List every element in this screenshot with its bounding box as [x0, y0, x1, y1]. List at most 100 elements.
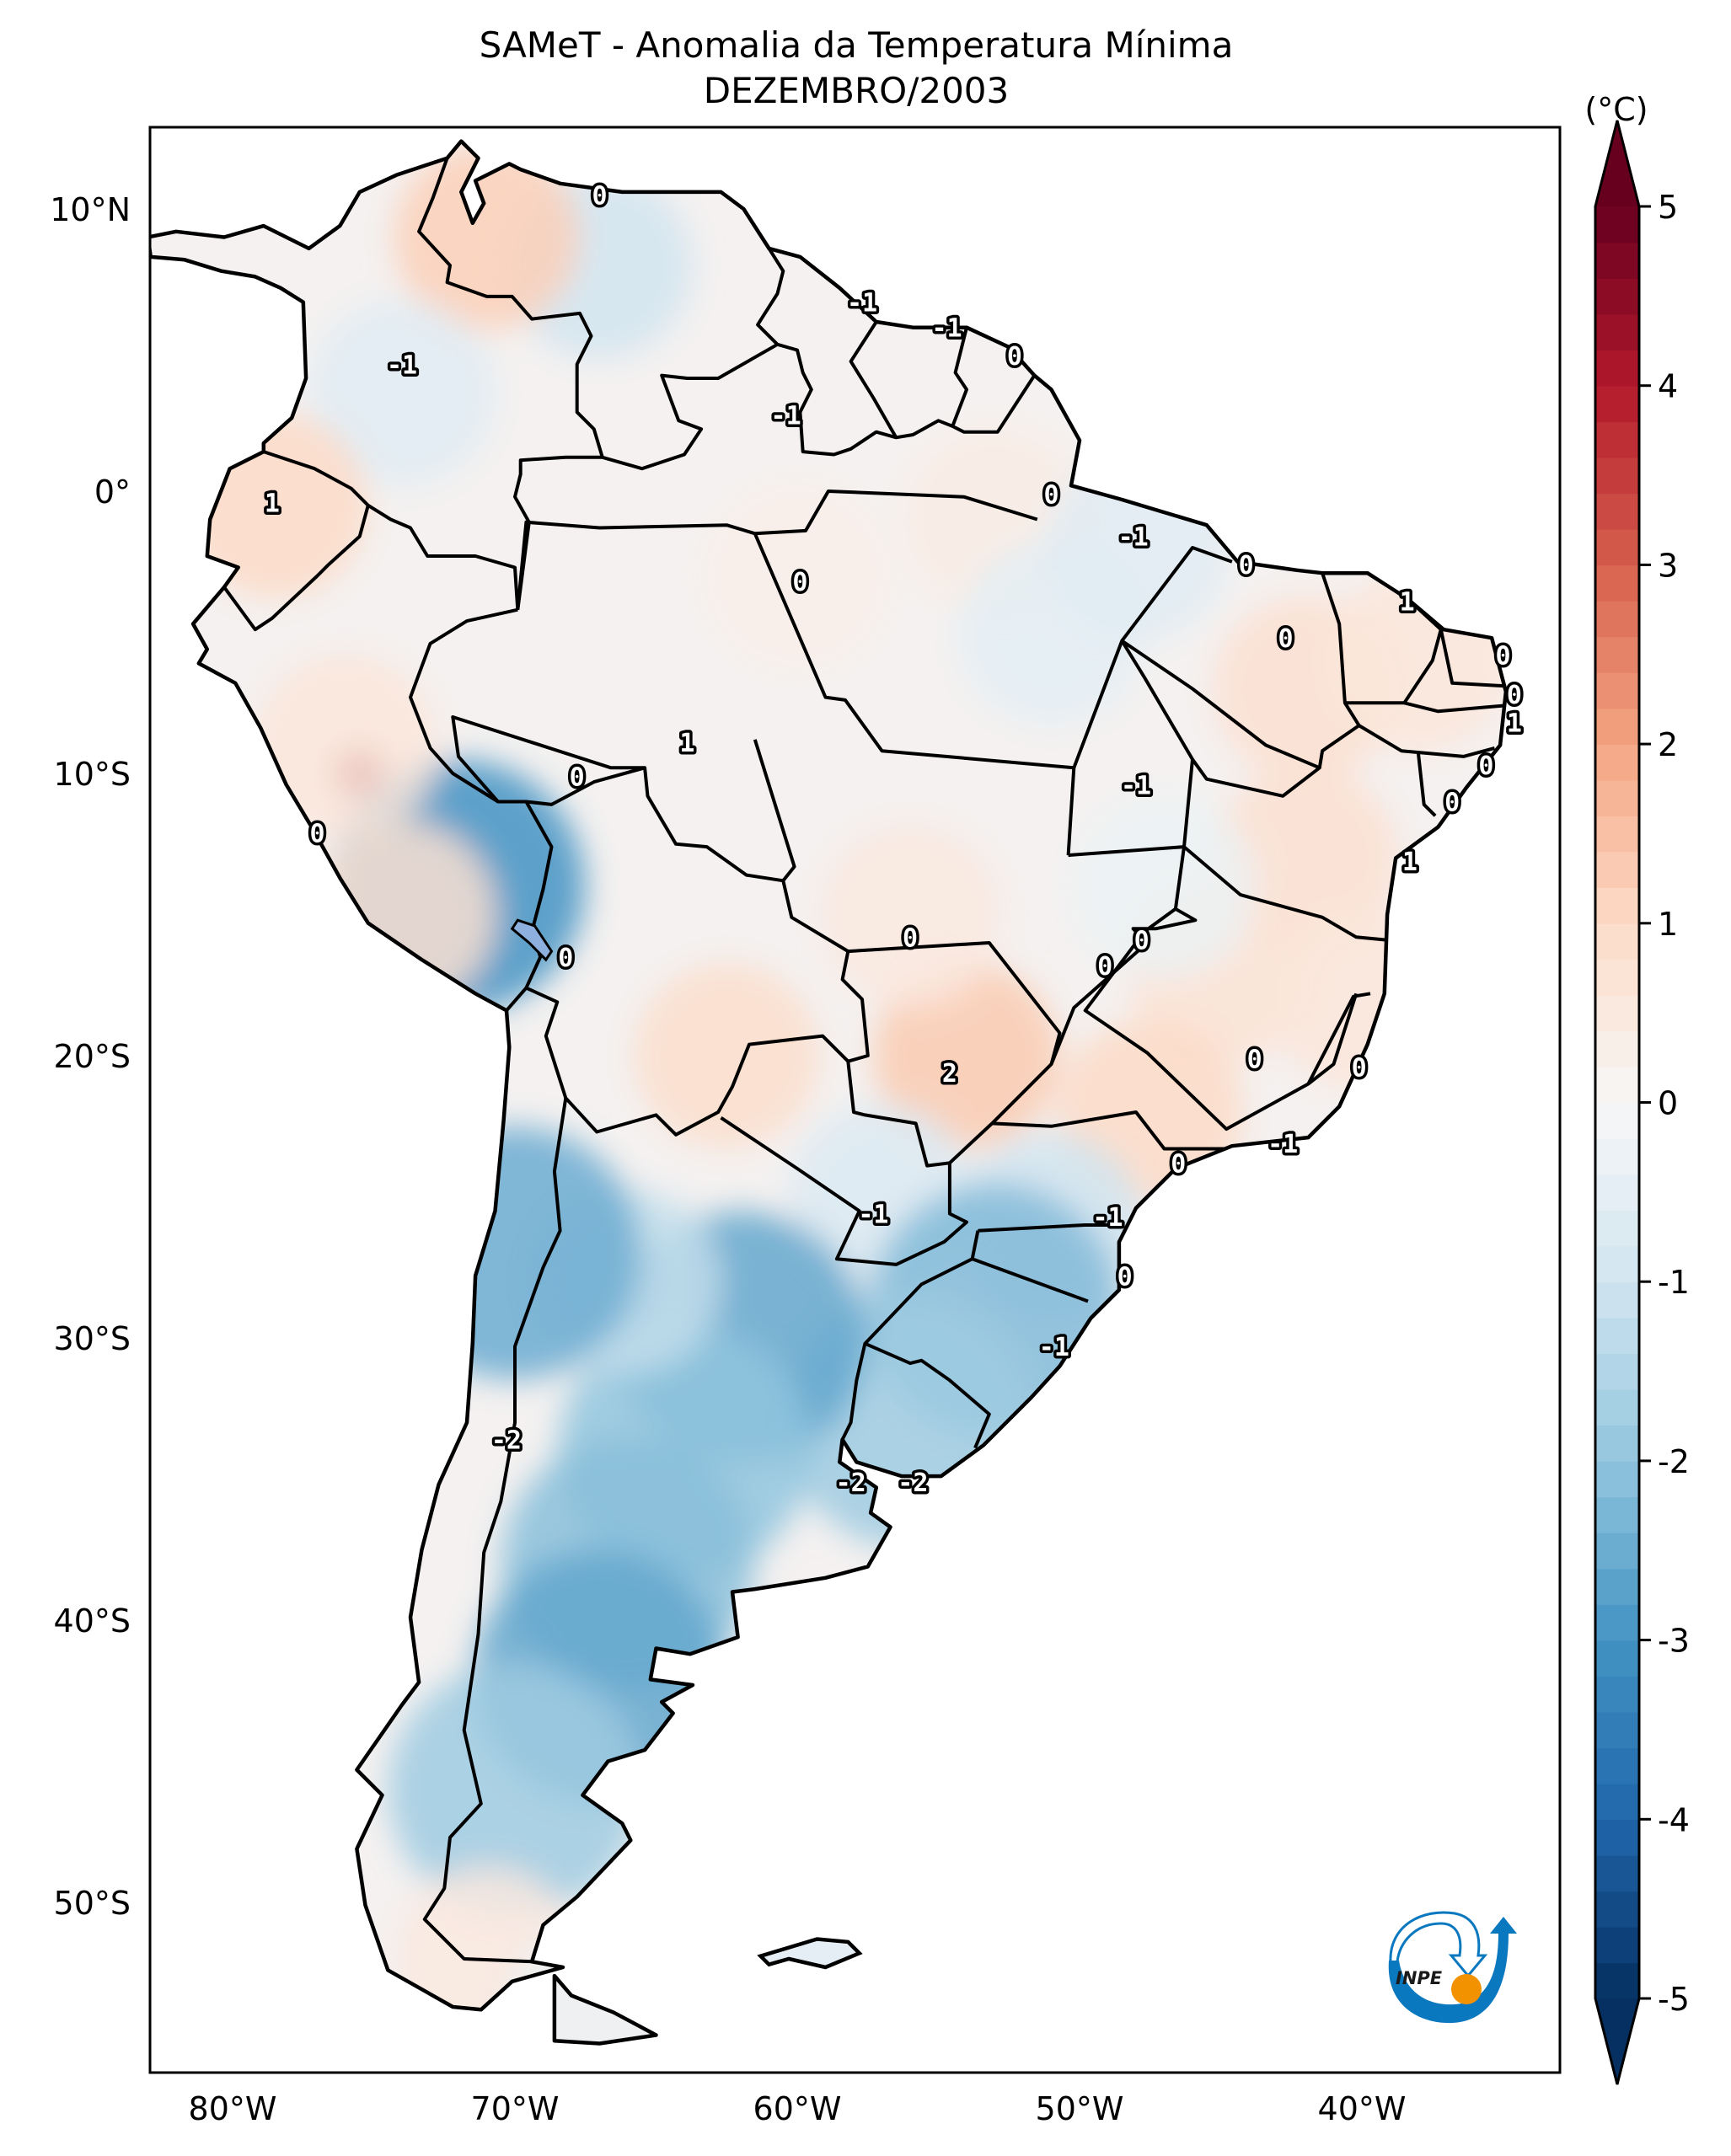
colorbar-tick-label: 5	[1658, 189, 1678, 226]
x-tick-label: 80°W	[189, 2090, 277, 2127]
country-border	[422, 1097, 568, 1964]
contour-label: 0	[1478, 752, 1493, 781]
country-border	[1358, 724, 1496, 758]
contour-label: 0	[1247, 1045, 1262, 1074]
inpe-logo: INPE	[1388, 1911, 1517, 2024]
contour-label: 0	[1171, 1149, 1186, 1179]
country-border	[720, 1061, 968, 1266]
contour-label: 0	[309, 819, 324, 848]
country-border	[848, 941, 1062, 1164]
contour-label: -1	[1118, 523, 1149, 553]
logo-arrow-head	[1490, 1917, 1517, 1934]
colorbar-segment	[1595, 1030, 1639, 1067]
colorbar-segment	[1595, 528, 1639, 566]
colorbar-tick-label: -5	[1658, 1981, 1690, 2018]
colorbar-segment	[1595, 1747, 1639, 1784]
colorbar-segment	[1595, 636, 1639, 673]
contour-label: -1	[1039, 1333, 1069, 1362]
contour-label: -1	[1092, 1203, 1123, 1233]
map-frame	[148, 126, 1562, 2074]
contour-label: 0	[903, 923, 918, 953]
y-tick-label: 40°S	[54, 1602, 131, 1640]
country-border	[1182, 845, 1388, 942]
colorbar-segment	[1595, 959, 1639, 996]
colorbar-segment	[1595, 672, 1639, 709]
country-border	[1068, 639, 1194, 858]
contour-label: 0	[1239, 551, 1254, 580]
colorbar-tick-label: 2	[1658, 726, 1678, 763]
colorbar-segment	[1595, 1174, 1639, 1211]
x-tick-label: 70°W	[471, 2090, 560, 2127]
anomaly-blob	[1071, 794, 1257, 979]
y-tick-label: 50°S	[54, 1885, 131, 1922]
contour-label: -1	[858, 1201, 888, 1230]
logo-swoosh	[1388, 1934, 1509, 2024]
colorbar-segment	[1595, 1676, 1639, 1713]
contour-label: 0	[1444, 789, 1460, 818]
colorbar-segment	[1595, 457, 1639, 495]
country-border	[263, 450, 520, 610]
logo-orbit-arrow	[1389, 1911, 1488, 1978]
colorbar-segment	[1595, 278, 1639, 315]
colorbar-tick-label: 3	[1658, 547, 1678, 584]
colorbar-tick-label: -1	[1658, 1264, 1690, 1301]
logo-text: INPE	[1396, 1968, 1443, 1988]
colorbar-segment	[1595, 1210, 1639, 1247]
contour-label: 0	[1278, 624, 1294, 654]
colorbar-segment	[1595, 744, 1639, 781]
colorbar-segment	[1595, 1711, 1639, 1749]
contour-label: 0	[1134, 927, 1150, 956]
contour-label: 1	[265, 489, 280, 518]
logo-sun	[1451, 1974, 1482, 2004]
contour-label: -2	[836, 1469, 866, 1498]
country-border	[1403, 701, 1503, 714]
y-axis-ticks: 10°N 0° 10°S 20°S 30°S 40°S 50°S	[50, 191, 131, 1922]
country-border	[753, 739, 796, 882]
colorbar-segment	[1595, 1425, 1639, 1462]
country-border	[1083, 907, 1371, 1131]
colorbar-tick-label: -2	[1658, 1443, 1690, 1480]
colorbar-extend-max	[1595, 120, 1639, 206]
colorbar-tick-label: -4	[1658, 1801, 1690, 1838]
anomaly-field	[150, 141, 1506, 2044]
colorbar-segment	[1595, 708, 1639, 745]
anomaly-blob	[634, 963, 820, 1148]
colorbar-segment	[1595, 1926, 1639, 1964]
country-border	[222, 505, 370, 632]
y-tick-label: 0°	[94, 473, 131, 511]
anomaly-blob	[253, 652, 438, 838]
contour-label: 0	[1495, 641, 1510, 671]
colorbar-segment	[1595, 1819, 1639, 1856]
colorbar-segment	[1595, 816, 1639, 853]
colorbar-segment	[1595, 564, 1639, 602]
country-border	[417, 158, 604, 458]
colorbar-segments	[1595, 206, 1639, 1999]
colorbar-segment	[1595, 1388, 1639, 1426]
country-border	[753, 532, 1076, 856]
colorbar-segment	[1595, 851, 1639, 889]
y-tick-label: 10°N	[50, 191, 131, 228]
colorbar-ticks: 5 4 3 2 1 0 -1 -2 -3 -4 -5	[1639, 189, 1690, 2018]
country-border	[525, 986, 849, 1137]
colorbar-segment	[1595, 1854, 1639, 1892]
contour-label: 1	[679, 729, 694, 758]
contour-label: 0	[1097, 952, 1112, 982]
country-borders	[222, 158, 1503, 1964]
colorbar-tick-label: -3	[1658, 1623, 1690, 1660]
colorbar-segment	[1595, 206, 1639, 243]
colorbar-segment	[1595, 1783, 1639, 1821]
colorbar-segment	[1595, 1496, 1639, 1533]
contour-label: 0	[792, 568, 807, 597]
colorbar-segment	[1595, 242, 1639, 279]
y-tick-label: 10°S	[54, 756, 131, 793]
contour-label: -1	[847, 289, 877, 318]
colorbar-segment	[1595, 779, 1639, 816]
colorbar-tick-label: 0	[1658, 1085, 1678, 1122]
falkland-islands	[757, 1937, 863, 1970]
country-border	[526, 766, 870, 1063]
country-border	[1417, 753, 1437, 817]
y-tick-label: 30°S	[54, 1320, 131, 1357]
